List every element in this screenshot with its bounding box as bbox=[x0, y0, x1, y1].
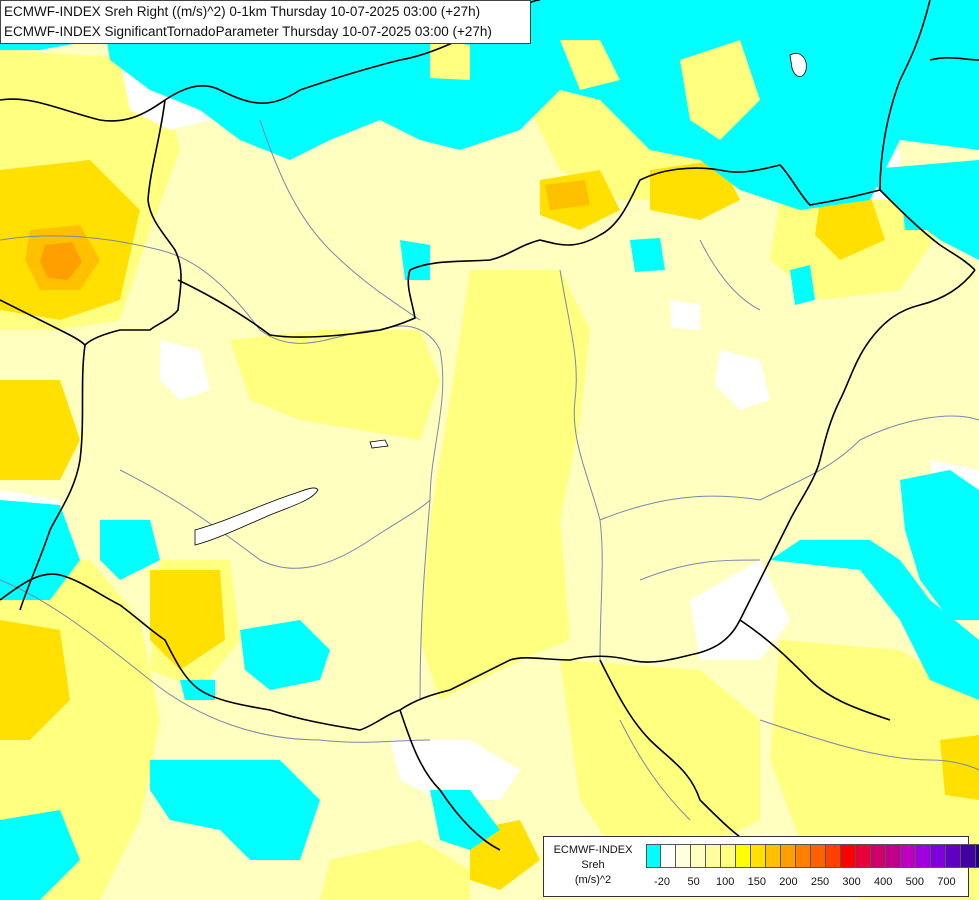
legend-swatch bbox=[646, 845, 661, 867]
legend-tick-label: 100 bbox=[716, 876, 735, 888]
title-line-1: ECMWF-INDEX Sreh Right ((m/s)^2) 0-1km T… bbox=[4, 4, 481, 19]
legend-swatch bbox=[796, 845, 811, 867]
legend-swatch bbox=[736, 845, 751, 867]
legend-swatch bbox=[931, 845, 946, 867]
legend-swatch bbox=[751, 845, 766, 867]
legend-caption: ECMWF-INDEX Sreh (m/s)^2 bbox=[544, 843, 642, 888]
legend-swatch bbox=[691, 845, 706, 867]
legend-swatch bbox=[946, 845, 961, 867]
title-line-2: ECMWF-INDEX SignificantTornadoParameter … bbox=[4, 24, 492, 39]
legend-swatch bbox=[961, 845, 976, 867]
legend-swatch bbox=[871, 845, 886, 867]
lakes bbox=[194, 53, 807, 546]
legend-swatch bbox=[811, 845, 826, 867]
legend-swatch bbox=[766, 845, 781, 867]
legend-tick-label: 500 bbox=[905, 876, 924, 888]
legend-swatch bbox=[886, 845, 901, 867]
legend-tick-label: 300 bbox=[842, 876, 861, 888]
legend-swatch bbox=[901, 845, 916, 867]
legend-tick-label: -20 bbox=[654, 876, 670, 888]
legend-unit: (m/s)^2 bbox=[574, 874, 612, 886]
legend-variable: Sreh bbox=[581, 859, 605, 871]
legend-swatch bbox=[781, 845, 796, 867]
legend-color-scale bbox=[646, 844, 979, 868]
legend-swatch bbox=[661, 845, 676, 867]
legend-swatch bbox=[856, 845, 871, 867]
legend-tick-label: 150 bbox=[747, 876, 766, 888]
legend-swatch bbox=[826, 845, 841, 867]
legend-title: ECMWF-INDEX bbox=[553, 844, 633, 856]
legend-swatch bbox=[676, 845, 691, 867]
legend-tick-label: 50 bbox=[687, 876, 700, 888]
legend-swatch bbox=[706, 845, 721, 867]
legend-swatch bbox=[976, 845, 979, 867]
legend-tick-label: 700 bbox=[937, 876, 956, 888]
legend-tick-label: 250 bbox=[810, 876, 830, 888]
legend-swatch bbox=[721, 845, 736, 867]
legend-swatch bbox=[841, 845, 856, 867]
color-legend: ECMWF-INDEX Sreh (m/s)^2 -20 50 100 150 200 2… bbox=[543, 836, 979, 897]
country-borders bbox=[0, 0, 979, 851]
map-title-box: ECMWF-INDEX Sreh Right ((m/s)^2) 0-1km T… bbox=[0, 0, 531, 44]
legend-tick-label: 400 bbox=[874, 876, 893, 888]
legend-swatch bbox=[916, 845, 931, 867]
sreh-dark-orange-areas bbox=[40, 242, 82, 280]
legend-tick-label: 200 bbox=[779, 876, 798, 888]
